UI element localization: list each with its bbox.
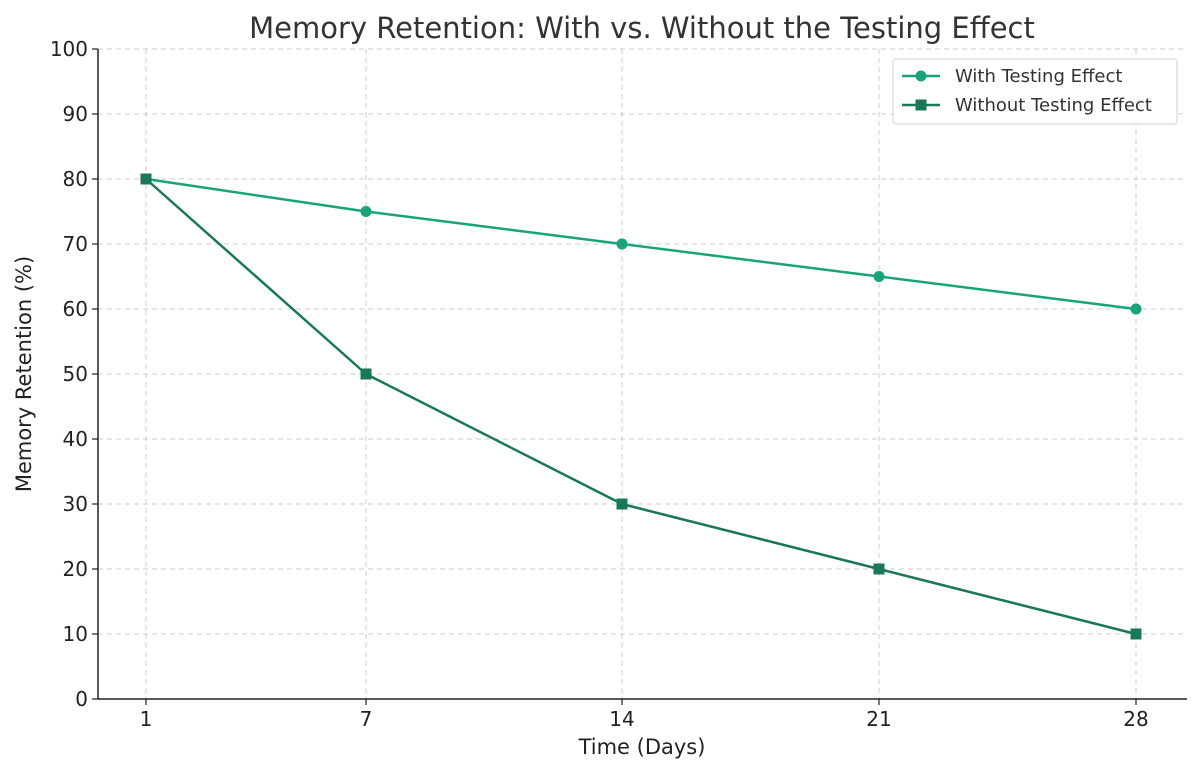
data-point <box>360 206 372 217</box>
x-tick-label: 14 <box>609 707 634 731</box>
y-tick-label: 40 <box>63 427 88 451</box>
y-tick-label: 0 <box>75 687 88 711</box>
y-tick-label: 70 <box>63 232 88 256</box>
chart-title: Memory Retention: With vs. Without the T… <box>249 11 1035 45</box>
x-axis-title: Time (Days) <box>578 735 706 759</box>
y-tick-label: 80 <box>63 167 88 191</box>
data-point <box>140 173 152 185</box>
legend-label: Without Testing Effect <box>955 95 1152 116</box>
grid <box>98 48 1187 700</box>
series-2 <box>140 173 1142 640</box>
y-tick-label: 50 <box>63 362 88 386</box>
series <box>140 173 1142 640</box>
y-tick-label: 30 <box>63 492 88 516</box>
legend-marker <box>915 99 927 111</box>
x-tick-label: 1 <box>140 707 153 731</box>
data-point <box>873 271 885 282</box>
x-tick-label: 21 <box>866 707 891 731</box>
data-point <box>616 498 628 510</box>
y-axis-title: Memory Retention (%) <box>12 256 36 492</box>
data-point <box>616 238 628 250</box>
x-tick-label: 7 <box>360 707 373 731</box>
y-tick-label: 10 <box>63 622 88 646</box>
legend: With Testing Effect Without Testing Effec… <box>892 58 1178 125</box>
y-tick-label: 90 <box>63 102 88 126</box>
y-tick-label: 100 <box>50 37 88 61</box>
y-tick-label: 60 <box>63 297 88 321</box>
y-ticks: 0 10 20 30 40 50 60 70 80 90 100 <box>50 37 98 711</box>
data-point <box>360 368 372 380</box>
legend-marker <box>915 70 927 82</box>
x-ticks: 1 7 14 21 28 <box>140 699 1149 731</box>
y-tick-label: 20 <box>63 557 88 581</box>
data-point <box>1130 303 1142 315</box>
x-tick-label: 28 <box>1123 707 1148 731</box>
data-point <box>873 563 885 575</box>
legend-label: With Testing Effect <box>955 66 1122 87</box>
legend-box <box>892 58 1178 125</box>
data-point <box>1130 628 1142 640</box>
